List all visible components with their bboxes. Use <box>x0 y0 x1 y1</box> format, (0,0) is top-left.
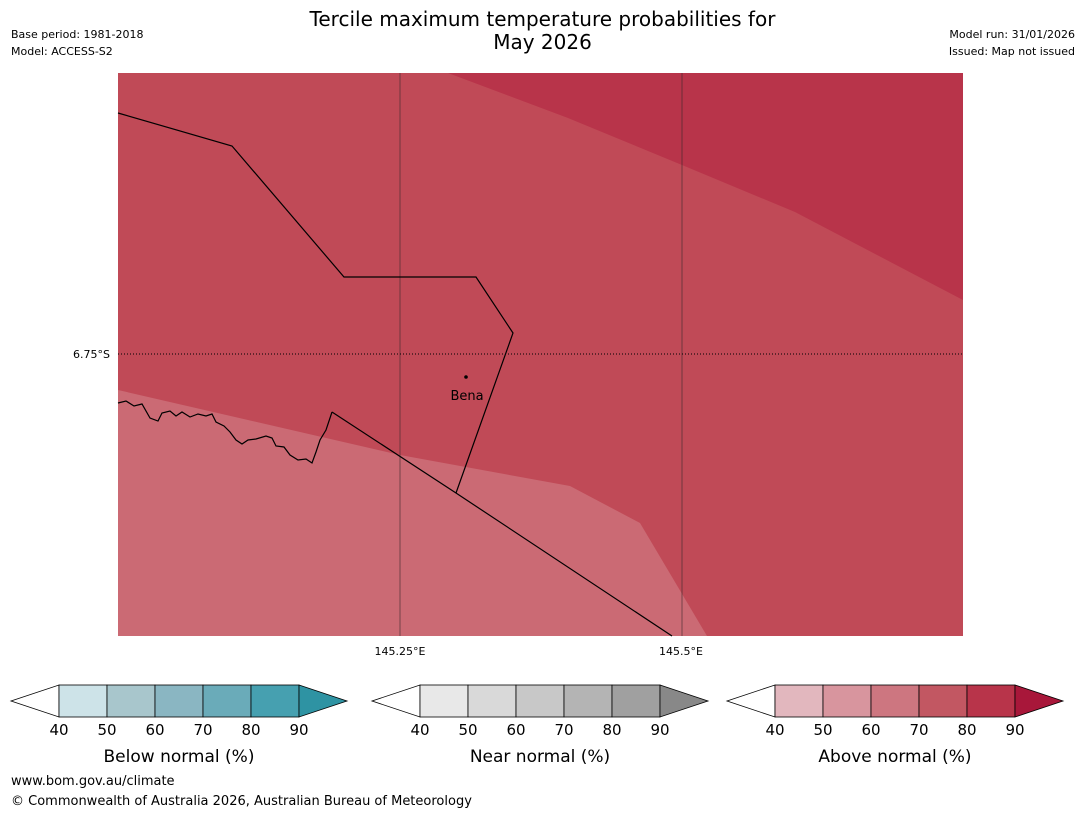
legend-below-tick-70: 70 <box>193 721 212 739</box>
legend-below-bin-1 <box>58 684 108 718</box>
legend-above-normal: 40 50 60 70 80 90 Above normal (%) <box>725 684 1065 767</box>
lat-label: 6.75°S <box>73 348 110 361</box>
legend-above-tick-60: 60 <box>861 721 880 739</box>
base-period: Base period: 1981-2018 <box>11 28 144 41</box>
legend-near-arrow-left <box>370 684 421 718</box>
legend-below-normal: 40 50 60 70 80 90 Below normal (%) <box>9 684 349 767</box>
legend-below-bin-2 <box>106 684 156 718</box>
legend-above-bin-5 <box>966 684 1016 718</box>
legend-below-bin-5 <box>250 684 300 718</box>
legend-below-tick-60: 60 <box>145 721 164 739</box>
lon-label-145-5: 145.5°E <box>659 645 703 658</box>
district-boundary-north <box>117 112 514 494</box>
legend-near-normal: 40 50 60 70 80 90 Near normal (%) <box>370 684 710 767</box>
legend-above-bin-4 <box>918 684 968 718</box>
legend-near-tick-50: 50 <box>458 721 477 739</box>
legend-near-arrow-right <box>659 684 710 718</box>
legend-near-tick-60: 60 <box>506 721 525 739</box>
legend-near-title: Near normal (%) <box>470 747 610 767</box>
lon-label-145-25: 145.25°E <box>375 645 426 658</box>
legend-above-bin-3 <box>870 684 920 718</box>
legend-below-arrow-right <box>298 684 349 718</box>
legend-below-title: Below normal (%) <box>104 747 255 767</box>
bena-marker <box>464 375 468 379</box>
legend-above-arrow-left <box>725 684 776 718</box>
legend-below-bin-3 <box>154 684 204 718</box>
district-boundary-south <box>331 411 673 637</box>
legend-below-bin-4 <box>202 684 252 718</box>
bena-label: Bena <box>450 389 483 404</box>
meta-left: Base period: 1981-2018 Model: ACCESS-S2 <box>11 26 143 60</box>
legend-near-tick-70: 70 <box>554 721 573 739</box>
legend-below-tick-50: 50 <box>97 721 116 739</box>
legend-above-title: Above normal (%) <box>818 747 971 767</box>
fill-above-50-60 <box>118 390 707 636</box>
meta-right: Model run: 31/01/2026 Issued: Map not is… <box>949 26 1075 60</box>
title-line-2: May 2026 <box>493 30 592 54</box>
legend-above-tick-80: 80 <box>957 721 976 739</box>
legend-above-tick-90: 90 <box>1005 721 1024 739</box>
fill-above-70-80 <box>448 73 963 300</box>
footer-copyright: © Commonwealth of Australia 2026, Austra… <box>11 794 472 809</box>
legend-above-tick-70: 70 <box>909 721 928 739</box>
river-line <box>117 400 333 464</box>
issued-status: Issued: Map not issued <box>948 45 1075 58</box>
legend-near-tick-80: 80 <box>602 721 621 739</box>
legend-below-tick-80: 80 <box>241 721 260 739</box>
title-line-1: Tercile maximum temperature probabilitie… <box>309 7 776 31</box>
legend-near-tick-40: 40 <box>410 721 429 739</box>
model-name: Model: ACCESS-S2 <box>11 45 113 58</box>
legend-above-bin-1 <box>774 684 824 718</box>
legend-below-arrow-left <box>9 684 60 718</box>
legend-above-bin-2 <box>822 684 872 718</box>
map-title: Tercile maximum temperature probabilitie… <box>0 8 1085 54</box>
model-run: Model run: 31/01/2026 <box>949 28 1075 41</box>
legend-above-tick-40: 40 <box>765 721 784 739</box>
legend-above-arrow-right <box>1014 684 1065 718</box>
legend-below-tick-90: 90 <box>289 721 308 739</box>
legend-near-bin-5 <box>611 684 661 718</box>
legend-near-bin-3 <box>515 684 565 718</box>
legend-above-tick-50: 50 <box>813 721 832 739</box>
legend-near-bin-1 <box>419 684 469 718</box>
footer-url: www.bom.gov.au/climate <box>11 774 175 789</box>
legend-near-bin-4 <box>563 684 613 718</box>
legend-below-tick-40: 40 <box>49 721 68 739</box>
legend-near-tick-90: 90 <box>650 721 669 739</box>
legend-near-bin-2 <box>467 684 517 718</box>
